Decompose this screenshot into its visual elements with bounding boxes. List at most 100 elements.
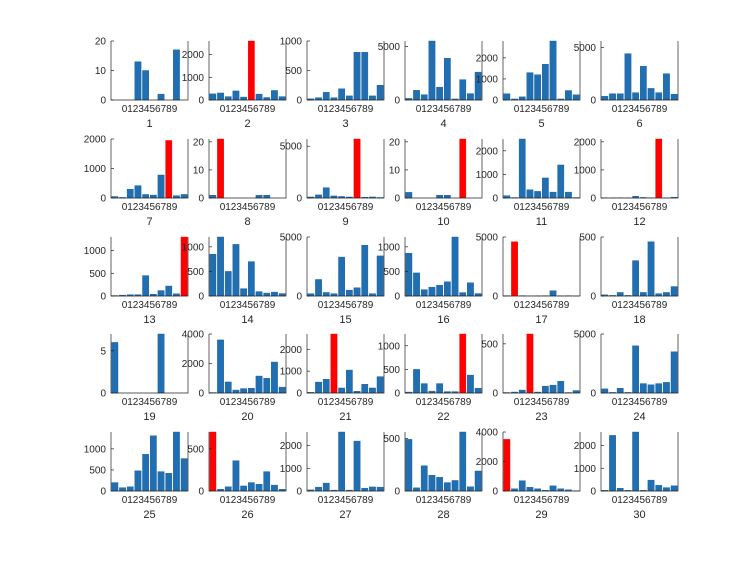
ytick-label: 1000 — [574, 464, 597, 475]
ytick-label: 1000 — [84, 164, 107, 175]
axes-frame — [110, 432, 189, 492]
ytick-label: 0 — [394, 389, 400, 400]
ytick-label: 0 — [492, 487, 498, 498]
bar-22-7-highlight — [459, 333, 467, 394]
bar-22-1 — [413, 369, 420, 394]
category-labels: 0123456789 — [416, 397, 472, 408]
bar-7-2 — [126, 188, 134, 199]
bar-27-6 — [353, 440, 361, 492]
bar-27-2 — [322, 482, 330, 492]
subplot-label: 1 — [146, 118, 152, 130]
bar-18-6 — [647, 241, 655, 297]
subplot-label: 24 — [633, 411, 645, 423]
bar-30-8 — [663, 487, 670, 492]
category-labels: 0123456789 — [514, 104, 570, 115]
bar-30-4 — [632, 431, 639, 492]
subplot-29: 0 2000 4000 0123456789 29 — [476, 428, 581, 521]
bar-11-2 — [518, 138, 526, 199]
axes-frame — [208, 237, 287, 297]
ytick-label: 1000 — [476, 170, 499, 181]
ytick-label: 2000 — [574, 137, 597, 148]
bar-28-3 — [428, 475, 436, 492]
bar-28-0 — [405, 439, 413, 492]
subplot-label: 11 — [536, 216, 547, 228]
category-labels: 0123456789 — [416, 300, 472, 311]
ytick-label: 0 — [198, 292, 204, 303]
axes-frame — [600, 139, 679, 199]
bar-16-4 — [436, 284, 443, 297]
bar-2-1 — [217, 92, 224, 101]
bar-11-0 — [503, 195, 511, 199]
axes-frame — [502, 334, 581, 394]
bar-14-5 — [247, 261, 255, 297]
ytick-label: 0 — [590, 389, 596, 400]
subplot-2: 0 1000 2000 0123456789 2 — [182, 40, 287, 130]
ytick-label: 20 — [193, 137, 205, 148]
bar-6-4 — [632, 92, 639, 101]
category-labels: 0123456789 — [612, 104, 668, 115]
ytick-label: 0 — [296, 96, 302, 107]
bar-25-7 — [165, 473, 173, 492]
bar-15-1 — [315, 279, 322, 297]
bar-20-5 — [247, 388, 255, 394]
category-labels: 0123456789 — [318, 495, 374, 506]
bar-6-9 — [670, 94, 678, 101]
axes-frame — [502, 237, 581, 297]
bar-8-7 — [263, 194, 271, 199]
axes-frame — [208, 432, 287, 492]
bar-16-6 — [451, 236, 459, 297]
bar-16-8 — [467, 282, 474, 297]
bar-3-6 — [353, 52, 361, 101]
ytick-label: 0 — [590, 292, 596, 303]
bar-14-1 — [217, 236, 224, 297]
ytick-label: 5000 — [574, 43, 597, 54]
subplot-9: 0 5000 0123456789 9 — [280, 138, 385, 228]
category-labels: 0123456789 — [612, 397, 668, 408]
bar-6-8 — [663, 73, 670, 101]
bar-21-3-highlight — [330, 333, 338, 394]
axes-frame — [306, 432, 385, 492]
bar-2-8 — [271, 90, 278, 101]
subplot-label: 26 — [241, 509, 253, 521]
bar-25-4 — [142, 454, 150, 492]
ytick-label: 500 — [481, 339, 498, 350]
category-labels: 0123456789 — [612, 495, 668, 506]
bar-15-3 — [330, 293, 338, 297]
bar-30-1 — [609, 435, 616, 492]
bar-20-9 — [278, 386, 286, 394]
bar-23-9 — [572, 390, 580, 394]
axes-frame — [404, 237, 483, 297]
bar-16-3 — [428, 286, 436, 297]
subplot-label: 19 — [143, 411, 155, 423]
bar-4-4 — [436, 86, 443, 101]
axes-frame — [208, 139, 287, 199]
subplot-label: 22 — [437, 411, 449, 423]
bar-5-3 — [526, 72, 534, 101]
bar-4-1 — [413, 90, 420, 101]
ytick-label: 500 — [383, 267, 400, 278]
axes-frame — [306, 41, 385, 101]
category-labels: 0123456789 — [514, 300, 570, 311]
axes-frame — [404, 334, 483, 394]
bar-14-3 — [232, 244, 240, 297]
bar-25-9 — [180, 458, 188, 492]
bar-29-0-highlight — [503, 439, 511, 492]
ytick-label: 1000 — [280, 37, 303, 48]
ytick-label: 500 — [187, 444, 204, 455]
ytick-label: 0 — [198, 194, 204, 205]
bar-4-2 — [420, 94, 428, 101]
ytick-label: 0 — [296, 292, 302, 303]
bar-16-7 — [459, 292, 467, 297]
bar-26-2 — [224, 486, 232, 492]
subplot-12: 0 1000 2000 0123456789 12 — [574, 137, 679, 228]
bar-21-5 — [345, 369, 353, 394]
axes-frame — [110, 237, 189, 297]
subplot-label: 18 — [633, 314, 645, 326]
ytick-label: 0 — [100, 194, 106, 205]
subplot-5: 0 1000 2000 0123456789 5 — [476, 40, 581, 130]
ytick-label: 0 — [590, 487, 596, 498]
ytick-label: 5000 — [280, 233, 303, 244]
ytick-label: 0 — [394, 194, 400, 205]
bar-8-6 — [255, 194, 263, 199]
bar-16-1 — [413, 272, 420, 297]
